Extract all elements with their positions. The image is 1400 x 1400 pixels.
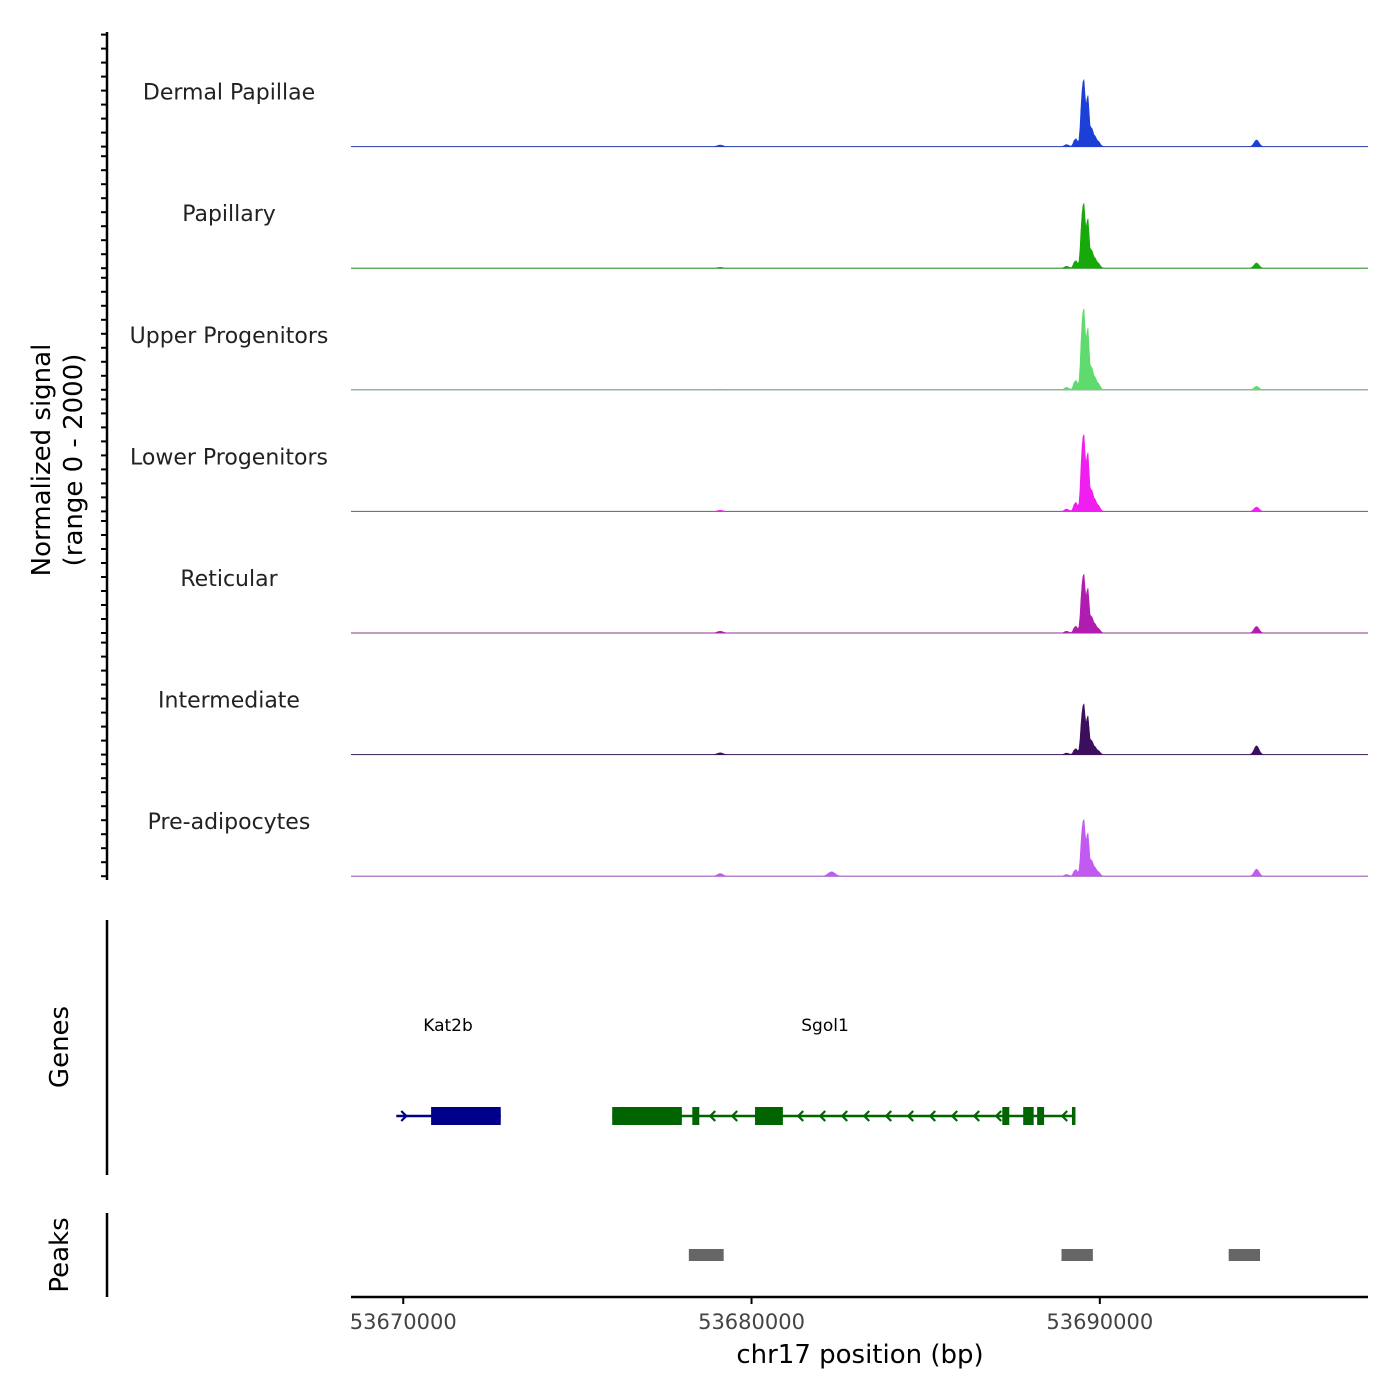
track-label: Papillary: [182, 202, 276, 227]
track-label: Pre-adipocytes: [148, 810, 311, 835]
signal-area: [351, 202, 1368, 269]
strand-arrow: [818, 1110, 826, 1122]
peaks-panel-label: Peaks: [45, 1217, 75, 1292]
strand-arrow: [1060, 1110, 1068, 1122]
peak-region: [1228, 1249, 1261, 1261]
gene-exon: [431, 1107, 501, 1125]
x-tick-label: 53690000: [1046, 1310, 1153, 1334]
signal-area: [351, 308, 1368, 391]
track-label: Intermediate: [158, 689, 300, 714]
track-label: Lower Progenitors: [130, 445, 328, 470]
track-label: Reticular: [180, 567, 278, 592]
gene-exon: [1071, 1107, 1076, 1125]
peak-region: [1061, 1249, 1093, 1261]
peak-region: [688, 1249, 724, 1261]
strand-arrow: [972, 1110, 980, 1122]
gene-label: Kat2b: [423, 1016, 473, 1036]
strand-arrow: [906, 1110, 914, 1122]
gene-exon: [692, 1107, 700, 1125]
gene-exon: [1037, 1107, 1045, 1125]
strand-arrow: [884, 1110, 892, 1122]
track-upper-progenitors: Upper Progenitors: [130, 308, 1368, 391]
x-tick-label: 53680000: [698, 1310, 805, 1334]
strand-arrow: [862, 1110, 870, 1122]
y-axis-label-line2: (range 0 - 2000): [59, 354, 89, 567]
x-axis-label: chr17 position (bp): [736, 1340, 983, 1370]
x-axis: 53670000 53680000 53690000: [350, 1297, 1153, 1334]
peak-regions: [688, 1249, 1261, 1261]
gene-exon: [755, 1107, 783, 1125]
genes-panel-label: Genes: [45, 1006, 75, 1088]
strand-arrow: [928, 1110, 936, 1122]
signal-area: [351, 78, 1368, 147]
gene-exon: [1023, 1107, 1034, 1125]
coverage-tracks: Dermal Papillae Papillary Upper Progenitor…: [130, 78, 1368, 877]
signal-area: [351, 573, 1368, 634]
track-lower-progenitors: Lower Progenitors: [130, 434, 1368, 512]
strand-arrow: [840, 1110, 848, 1122]
strand-arrow: [994, 1110, 1002, 1122]
gene-kat2b: Kat2b: [396, 1016, 501, 1125]
track-dermal-papillae: Dermal Papillae: [143, 78, 1368, 148]
track-papillary: Papillary: [182, 202, 1368, 269]
track-label: Upper Progenitors: [130, 324, 329, 349]
track-reticular: Reticular: [180, 567, 1368, 634]
gene-annotations: Kat2b Sgol1: [396, 1016, 1076, 1125]
track-pre-adipocytes: Pre-adipocytes: [148, 810, 1368, 877]
gene-exon: [612, 1107, 682, 1125]
signal-area: [351, 434, 1368, 512]
gene-sgol1: Sgol1: [612, 1016, 1076, 1125]
gene-label: Sgol1: [801, 1016, 849, 1036]
strand-arrow: [950, 1110, 958, 1122]
track-label: Dermal Papillae: [143, 81, 315, 106]
coverage-y-axis: [101, 32, 109, 880]
track-intermediate: Intermediate: [158, 689, 1368, 756]
strand-arrow: [708, 1110, 716, 1122]
gene-exon: [1002, 1107, 1010, 1125]
strand-arrow: [796, 1110, 804, 1122]
strand-arrow: [730, 1110, 738, 1122]
x-tick-label: 53670000: [350, 1310, 457, 1334]
signal-area: [351, 703, 1368, 755]
y-axis-label-line1: Normalized signal: [27, 344, 57, 577]
signal-area: [351, 818, 1368, 877]
strand-arrow: [400, 1110, 408, 1122]
